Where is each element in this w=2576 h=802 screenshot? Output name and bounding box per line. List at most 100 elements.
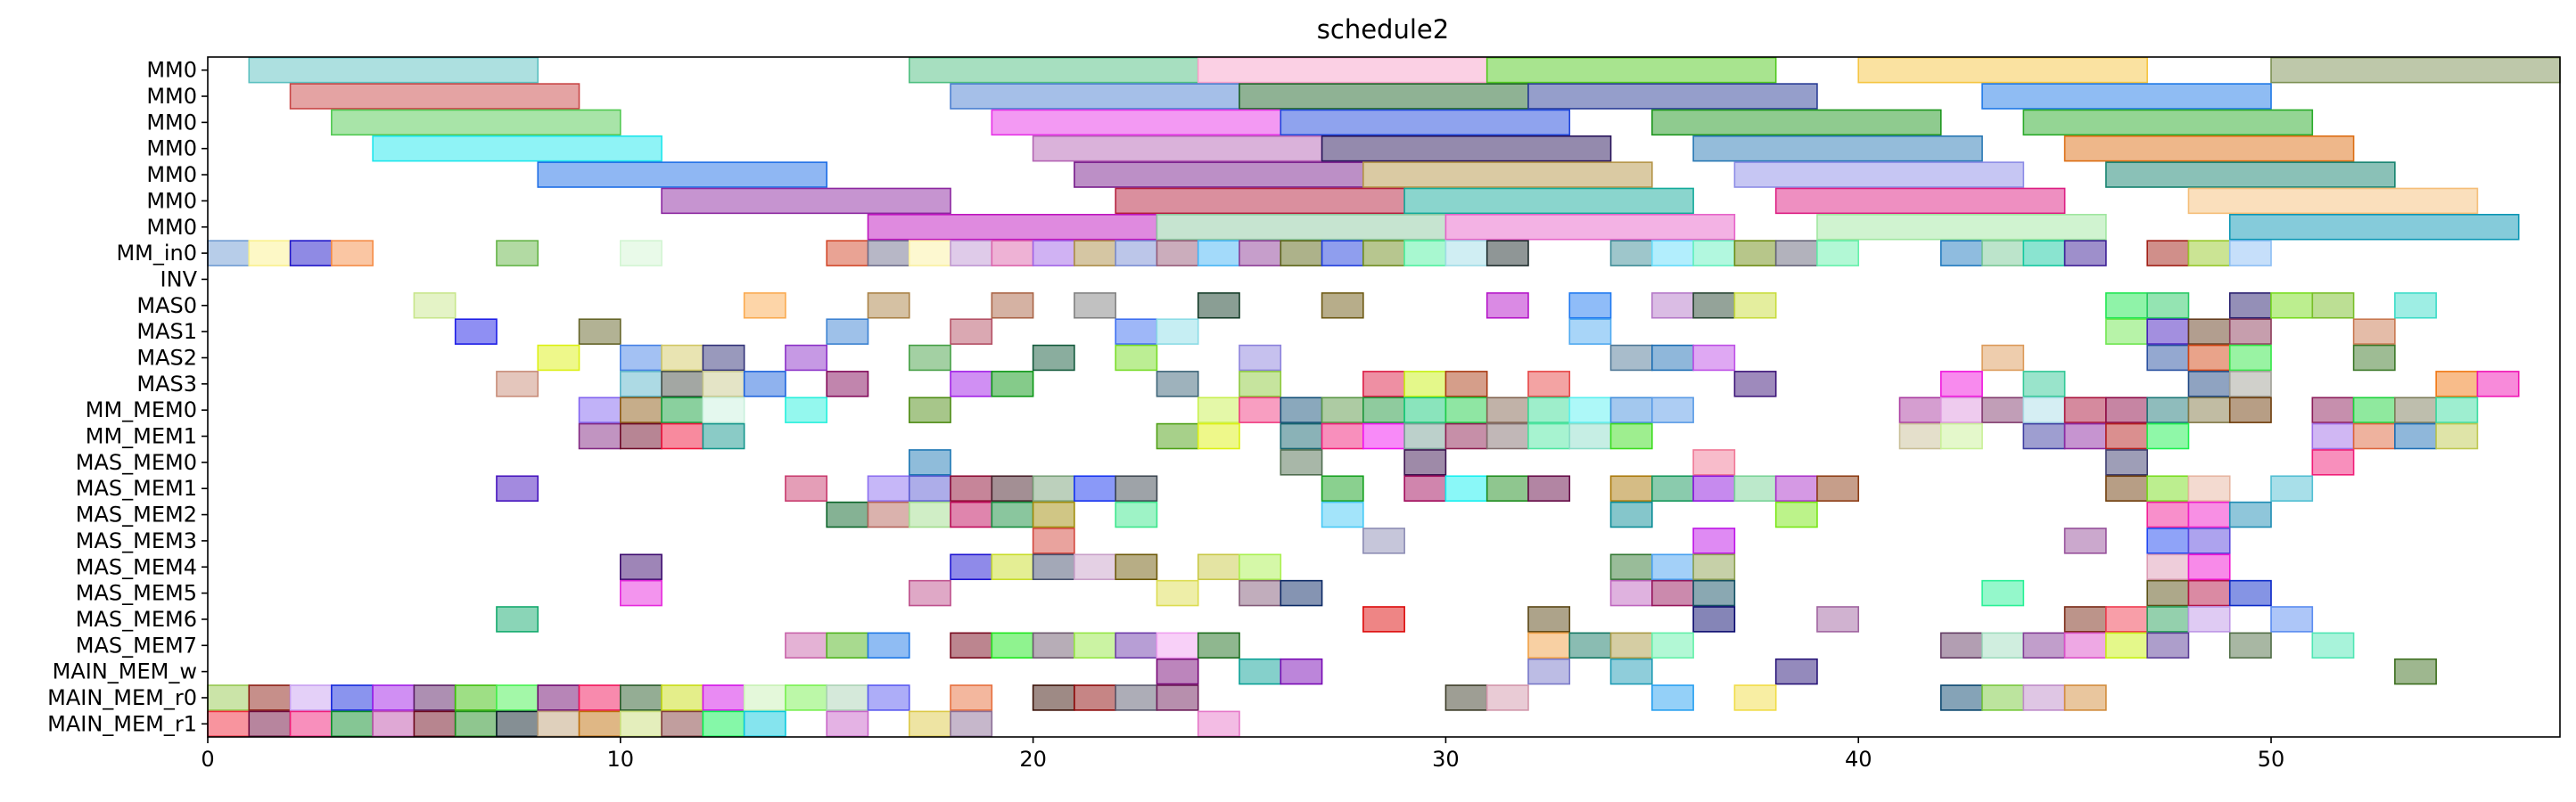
task-bar	[2063, 632, 2107, 659]
task-bar	[1032, 475, 1075, 502]
y-tick-label: MAS_MEM5	[76, 581, 197, 606]
task-bar	[578, 318, 621, 345]
task-bar	[991, 109, 1282, 136]
task-bar	[991, 632, 1034, 659]
task-bar	[2270, 56, 2561, 84]
task-bar	[2063, 422, 2107, 450]
task-bar	[2105, 606, 2148, 633]
task-bar	[743, 710, 786, 738]
task-bar	[826, 710, 869, 738]
task-bar	[950, 553, 993, 580]
task-bar	[991, 292, 1034, 319]
task-bar	[1444, 397, 1488, 423]
task-bar	[1280, 449, 1323, 476]
task-bar	[1939, 684, 1983, 711]
task-bar	[1527, 475, 1571, 502]
task-bar	[1197, 710, 1240, 738]
task-bar	[1568, 632, 1612, 659]
task-bar	[2311, 292, 2355, 319]
task-bar	[1774, 658, 1818, 685]
task-bar	[2146, 344, 2190, 372]
task-bar	[1032, 240, 1075, 266]
task-bar	[991, 240, 1034, 266]
task-bar	[1032, 501, 1075, 528]
task-bar	[1939, 240, 1983, 266]
task-bar	[454, 710, 498, 738]
task-bar	[702, 397, 745, 423]
task-bar	[1444, 684, 1488, 711]
task-bar	[248, 240, 292, 266]
task-bar	[1733, 161, 2025, 188]
task-bar	[496, 710, 539, 738]
task-bar	[2063, 135, 2355, 162]
task-bar	[2146, 240, 2190, 266]
task-bar	[454, 684, 498, 711]
task-bar	[1651, 475, 1694, 502]
task-bar	[2394, 422, 2437, 450]
task-bar	[1527, 83, 1818, 110]
task-bar	[826, 318, 869, 345]
task-bar	[1486, 475, 1529, 502]
task-bar	[2228, 579, 2272, 607]
task-bar	[2105, 292, 2148, 319]
task-bar	[1156, 684, 1199, 711]
task-bar	[908, 710, 951, 738]
y-tick-label: MM0	[146, 84, 197, 109]
task-bar	[2063, 528, 2107, 554]
task-bar	[2146, 475, 2190, 502]
task-bar	[1280, 397, 1323, 423]
task-bar	[785, 397, 828, 423]
y-tick-label: MM_MEM1	[86, 424, 197, 449]
y-tick-label: MM0	[146, 215, 197, 240]
task-bar	[1156, 318, 1199, 345]
y-tick-label: MM0	[146, 58, 197, 83]
task-bar	[1362, 422, 1405, 450]
task-bar	[496, 475, 539, 502]
task-bar	[2146, 632, 2190, 659]
task-bar	[1568, 397, 1612, 423]
task-bar	[620, 344, 663, 372]
task-bar	[1074, 684, 1116, 711]
task-bar	[1032, 553, 1075, 580]
task-bar	[2187, 318, 2231, 345]
task-bar	[1115, 475, 1158, 502]
task-bar	[2228, 240, 2272, 266]
task-bar	[2022, 632, 2066, 659]
task-bar	[1486, 292, 1529, 319]
task-bar	[1898, 397, 1942, 423]
task-bar	[1444, 214, 1736, 241]
task-bar	[867, 240, 910, 266]
task-bar	[950, 371, 993, 397]
task-bar	[1321, 475, 1364, 502]
task-bar	[537, 684, 580, 711]
task-bar	[1239, 579, 1282, 607]
task-bar	[1651, 344, 1694, 372]
task-bar	[2228, 344, 2272, 372]
task-bar	[1032, 684, 1075, 711]
task-bar	[1774, 240, 1818, 266]
task-bar	[1115, 240, 1158, 266]
task-bar	[1362, 528, 1405, 554]
task-bar	[1156, 658, 1199, 685]
task-bar	[702, 344, 745, 372]
task-bar	[248, 56, 539, 84]
axes: MM0MM0MM0MM0MM0MM0MM0MM_in0INVMAS0MAS1MA…	[47, 56, 2561, 772]
task-bar	[372, 684, 416, 711]
task-bar	[1486, 684, 1529, 711]
task-bar	[1197, 292, 1240, 319]
task-bar	[743, 684, 786, 711]
task-bar	[1074, 553, 1116, 580]
task-bar	[2146, 292, 2190, 319]
task-bar	[1197, 553, 1240, 580]
task-bar	[1403, 397, 1447, 423]
x-tick-label: 30	[1432, 747, 1460, 772]
task-bar	[2435, 371, 2479, 397]
task-bar	[1321, 501, 1364, 528]
task-bar	[1032, 344, 1075, 372]
task-bar	[950, 632, 993, 659]
task-bar	[1280, 579, 1323, 607]
task-bar	[908, 475, 951, 502]
task-bar	[2022, 240, 2066, 266]
task-bar	[867, 214, 1158, 241]
